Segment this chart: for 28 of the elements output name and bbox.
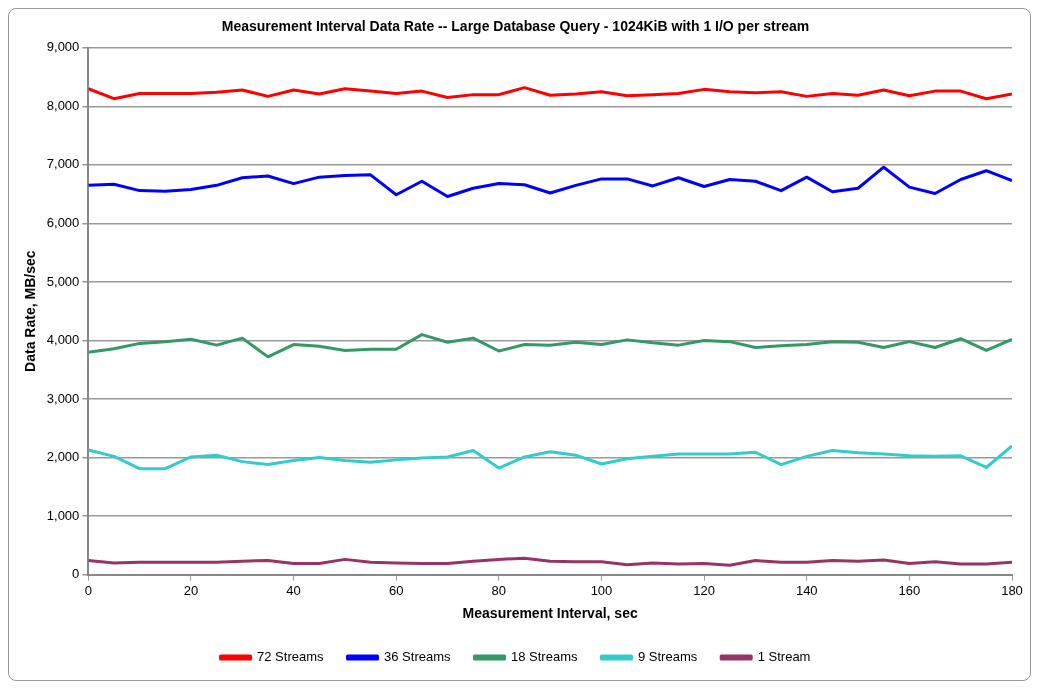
y-tick-label: 3,000 (46, 390, 80, 406)
legend-label: 72 Streams (257, 649, 325, 665)
x-tick-label: 20 (183, 582, 199, 598)
y-tick-label: 4,000 (46, 332, 80, 348)
legend-label: 1 Stream (757, 649, 811, 665)
x-tick-label: 100 (590, 582, 613, 598)
chart-title: Measurement Interval Data Rate -- Large Database Query - 1024KiB with 1 I/O per stream (221, 18, 810, 35)
x-tick-label: 40 (286, 582, 301, 598)
x-tick-label: 180 (1001, 582, 1023, 598)
y-tick-label: 2,000 (46, 449, 80, 465)
x-tick-label: 80 (491, 582, 507, 598)
x-tick-label: 120 (693, 582, 715, 598)
y-tick-label: 0 (72, 566, 80, 582)
x-tick-label: 140 (795, 582, 818, 598)
y-tick-label: 9,000 (46, 39, 80, 55)
legend-label: 36 Streams (384, 649, 451, 665)
y-tick-label: 1,000 (46, 507, 80, 523)
x-tick-label: 0 (84, 582, 92, 598)
y-tick-label: 6,000 (46, 214, 80, 230)
x-tick-label: 60 (388, 582, 404, 598)
legend-label: 9 Streams (637, 649, 698, 665)
x-tick-label: 160 (898, 582, 921, 598)
y-tick-label: 5,000 (46, 273, 80, 289)
y-axis-title: Data Rate, MB/sec (22, 250, 39, 372)
legend-label: 18 Streams (510, 649, 578, 665)
y-tick-label: 8,000 (46, 97, 80, 113)
x-axis-title: Measurement Interval, sec (462, 605, 638, 622)
y-tick-label: 7,000 (46, 156, 80, 172)
